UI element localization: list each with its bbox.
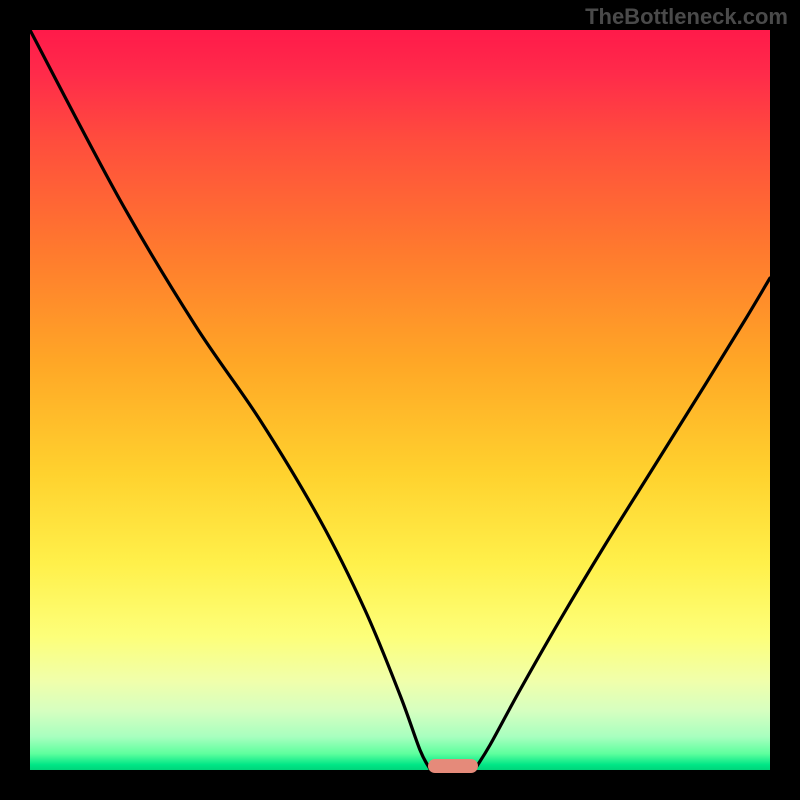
chart-container: TheBottleneck.com	[0, 0, 800, 800]
watermark-text: TheBottleneck.com	[585, 4, 788, 30]
bottleneck-chart	[0, 0, 800, 800]
optimal-marker	[428, 759, 478, 773]
plot-background	[30, 30, 770, 770]
